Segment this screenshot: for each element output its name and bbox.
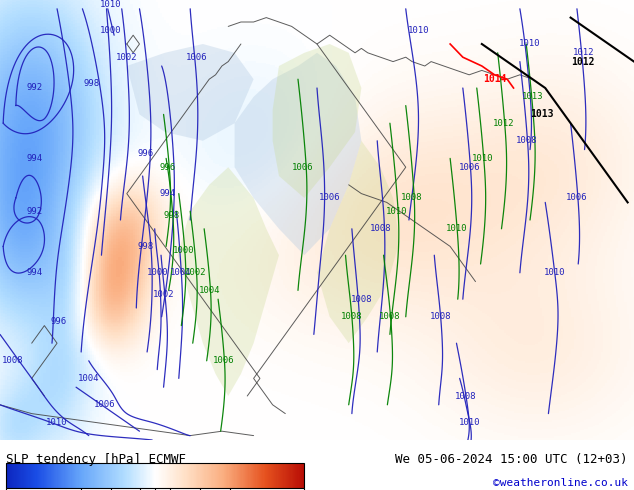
Text: 1006: 1006 [94,400,115,409]
Text: 1000: 1000 [100,26,122,35]
Text: 1006: 1006 [292,163,314,172]
Text: 1008: 1008 [401,194,423,202]
Text: 996: 996 [50,317,67,326]
Text: 1012: 1012 [571,57,595,67]
Text: 1000: 1000 [146,269,168,277]
Text: 1010: 1010 [385,207,407,216]
Text: 992: 992 [27,83,43,93]
Text: 1008: 1008 [455,392,477,400]
Text: 1010: 1010 [458,418,480,427]
Text: 1002: 1002 [153,290,174,299]
Text: 1013: 1013 [530,109,554,120]
Text: 1006: 1006 [319,194,340,202]
Text: 1010: 1010 [446,224,467,233]
Text: 1008: 1008 [515,136,537,146]
Text: 1010: 1010 [408,26,429,35]
Text: 1010: 1010 [519,40,540,49]
Text: 1010: 1010 [472,154,494,163]
Text: 1008: 1008 [341,312,363,321]
Text: 1004: 1004 [198,286,220,295]
Text: 1010: 1010 [46,418,68,427]
Text: 1004: 1004 [78,374,100,383]
Text: 1010: 1010 [544,269,566,277]
Text: 1006: 1006 [212,356,234,366]
Text: 1008: 1008 [2,356,23,366]
Text: 994: 994 [27,269,43,277]
Text: 1013: 1013 [522,92,543,101]
Text: 1012: 1012 [573,49,594,57]
Text: 1002: 1002 [116,53,138,62]
Text: 998: 998 [163,211,179,220]
Text: 998: 998 [138,242,154,251]
Text: 1000: 1000 [173,246,195,255]
Text: 992: 992 [27,207,43,216]
Text: 1002: 1002 [184,269,206,277]
Text: 996: 996 [138,149,154,158]
Text: 1014: 1014 [482,74,507,84]
Text: 1008: 1008 [351,294,372,304]
Text: 1006: 1006 [458,163,480,172]
Text: 1012: 1012 [493,119,515,128]
Text: 994: 994 [160,189,176,198]
Text: 998: 998 [84,79,100,88]
Text: 1004: 1004 [170,269,191,277]
Text: ©weatheronline.co.uk: ©weatheronline.co.uk [493,477,628,488]
Text: 1008: 1008 [379,312,401,321]
Text: We 05-06-2024 15:00 UTC (12+03): We 05-06-2024 15:00 UTC (12+03) [395,452,628,466]
Text: 1008: 1008 [370,224,391,233]
Text: SLP tendency [hPa] ECMWF: SLP tendency [hPa] ECMWF [6,452,186,466]
Text: 996: 996 [160,163,176,172]
Text: 1010: 1010 [100,0,122,9]
Text: 1008: 1008 [430,312,451,321]
Text: 1006: 1006 [186,53,207,62]
Text: 1006: 1006 [566,194,588,202]
Text: 994: 994 [27,154,43,163]
